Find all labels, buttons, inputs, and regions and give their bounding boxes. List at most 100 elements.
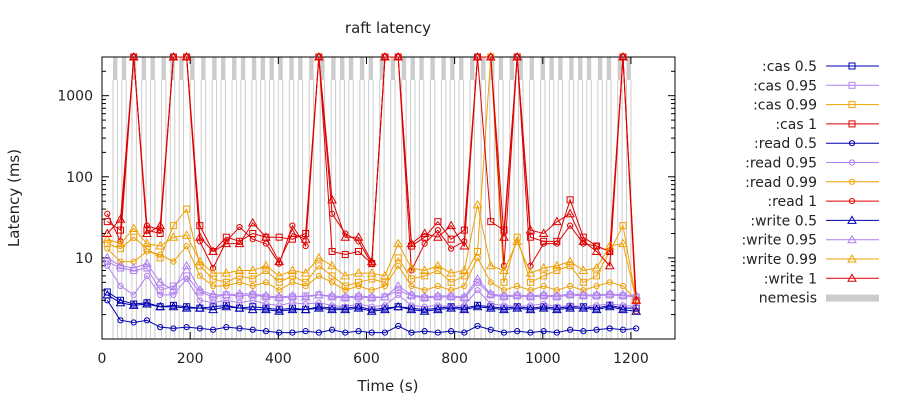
data-point [406, 304, 417, 314]
data-point [606, 325, 613, 332]
data-point [143, 272, 151, 279]
data-point [169, 282, 177, 290]
data-point [340, 291, 351, 301]
legend-label: :write 0.99 [741, 252, 817, 268]
chart-title: raft latency [345, 19, 431, 37]
data-point [115, 214, 126, 223]
data-point [181, 260, 192, 270]
data-point [474, 322, 481, 330]
data-point [553, 329, 560, 336]
data-point [168, 285, 179, 294]
data-point [540, 240, 547, 247]
data-point [155, 241, 166, 250]
data-point [234, 238, 245, 248]
series-read-05 [104, 297, 640, 336]
legend-label: nemesis [759, 291, 817, 307]
nemesis-band [379, 57, 385, 80]
data-point [434, 266, 442, 274]
nemesis-band [586, 57, 592, 80]
data-point [115, 238, 126, 248]
data-point [313, 289, 324, 299]
data-point [406, 238, 417, 248]
data-point [249, 282, 256, 290]
data-point [115, 297, 126, 307]
data-point [155, 301, 166, 311]
legend-label: :cas 0.5 [762, 59, 817, 75]
legend-item: :write 1 [764, 271, 879, 287]
data-point [142, 258, 152, 268]
data-point [434, 302, 441, 309]
data-point [117, 317, 124, 324]
data-point [289, 222, 296, 229]
data-point [606, 279, 613, 286]
nemesis-band [459, 57, 464, 80]
data-point [631, 306, 642, 315]
legend-marker [848, 62, 856, 70]
data-point [619, 222, 627, 230]
data-point [289, 279, 296, 286]
data-point [183, 275, 190, 283]
data-point [446, 290, 456, 300]
data-point [302, 278, 310, 286]
legend-marker [847, 253, 857, 263]
data-point [446, 220, 456, 230]
nemesis-band [221, 57, 226, 80]
data-point [619, 326, 627, 333]
data-point [275, 233, 283, 241]
data-point [540, 272, 548, 280]
data-point [434, 218, 442, 226]
data-point [262, 328, 270, 335]
data-point [591, 304, 602, 314]
legend-label: :write 0.95 [741, 233, 817, 249]
data-point [433, 260, 443, 270]
data-point [393, 281, 404, 290]
data-point [580, 287, 587, 294]
legend: :cas 0.5:cas 0.95:cas 0.99:cas 1:read 0.… [741, 59, 879, 307]
data-point [236, 223, 243, 231]
legend-label: :cas 1 [775, 117, 817, 133]
data-point [196, 272, 203, 279]
data-point [194, 256, 205, 266]
data-point [208, 289, 218, 299]
data-point [274, 270, 285, 280]
data-point [289, 329, 296, 336]
data-point [142, 299, 152, 308]
data-point [552, 290, 562, 300]
data-point [236, 272, 244, 280]
nemesis-band [549, 57, 554, 80]
data-point [313, 252, 324, 262]
legend-item: nemesis [759, 291, 879, 307]
data-point [196, 325, 203, 332]
data-point [618, 238, 628, 248]
data-point [499, 290, 509, 300]
data-point [103, 218, 111, 226]
data-point [208, 246, 218, 255]
data-point [315, 272, 322, 279]
data-point [236, 299, 243, 306]
data-point [183, 242, 190, 250]
data-point [194, 303, 205, 312]
data-point [355, 328, 362, 335]
data-point [553, 237, 561, 245]
data-point [525, 290, 536, 300]
nemesis-band [298, 57, 303, 80]
data-point [553, 266, 561, 274]
data-point [287, 265, 298, 274]
series-layer [102, 51, 642, 336]
data-point [328, 247, 336, 255]
data-point [196, 297, 203, 304]
data-point [234, 288, 245, 298]
data-point [170, 258, 177, 265]
data-point [247, 304, 258, 314]
data-point [117, 264, 125, 272]
x-tick-label: 0 [98, 351, 107, 367]
data-point [274, 256, 285, 266]
data-point [327, 194, 337, 204]
nemesis-band [626, 57, 631, 80]
data-point [287, 290, 298, 300]
data-point [368, 329, 375, 336]
data-point [381, 302, 389, 309]
legend-label: :read 0.99 [745, 175, 817, 191]
data-point [102, 234, 113, 243]
legend-item: :read 0.95 [745, 156, 879, 172]
